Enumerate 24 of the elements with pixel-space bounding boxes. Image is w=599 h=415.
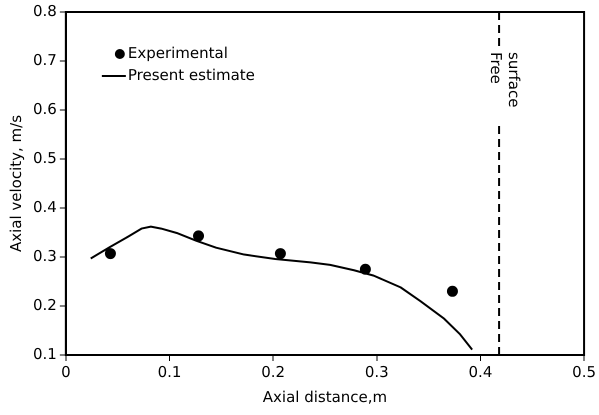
point — [274, 248, 286, 260]
y-tick-label: 0.4 — [32, 198, 57, 216]
x-tick-label: 0.3 — [364, 362, 389, 381]
y-tick-label: 0.5 — [32, 148, 57, 167]
x-tick-label: 0.4 — [468, 362, 492, 381]
y-tick-label: 0.2 — [32, 296, 57, 314]
point — [360, 264, 371, 275]
y-tick-label: 0.1 — [32, 344, 57, 363]
point — [193, 230, 204, 242]
y-tick-label: 0.7 — [32, 50, 57, 69]
point — [446, 286, 458, 297]
x-tick-label: 0.1 — [158, 362, 182, 381]
legend-label: Experimental — [128, 44, 228, 62]
y-tick-label: 0.8 — [32, 2, 57, 20]
x-tick-label: 0 — [61, 362, 71, 381]
legend-label: Present estimate — [128, 66, 255, 84]
x-axis-title: Axial distance,m — [262, 388, 388, 406]
y-tick-label: 0.6 — [32, 100, 57, 118]
x-tick-label: 0.2 — [261, 362, 286, 381]
ref-line-label: Free surface — [487, 52, 524, 108]
point — [104, 248, 116, 260]
x-tick-label: 0.5 — [572, 362, 596, 381]
y-tick-label: 0.3 — [32, 246, 57, 265]
y-axis-title: Axial velocity, m/s — [6, 114, 25, 252]
